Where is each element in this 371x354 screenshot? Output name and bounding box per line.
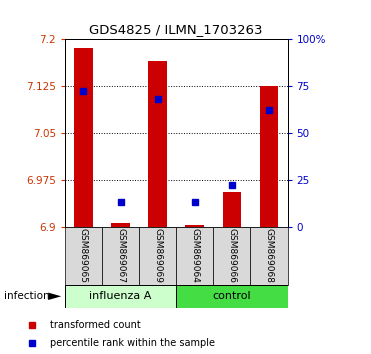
Polygon shape [48, 292, 61, 300]
Text: percentile rank within the sample: percentile rank within the sample [50, 338, 215, 348]
Bar [148, 61, 167, 227]
Bar [74, 48, 93, 227]
Text: transformed count: transformed count [50, 320, 141, 330]
Bar [176, 285, 288, 308]
Bar [186, 225, 204, 227]
Title: GDS4825 / ILMN_1703263: GDS4825 / ILMN_1703263 [89, 23, 263, 36]
Bar [102, 227, 139, 285]
Bar [223, 192, 241, 227]
Text: infection: infection [4, 291, 49, 301]
Text: GSM869064: GSM869064 [190, 228, 199, 283]
Text: influenza A: influenza A [89, 291, 152, 302]
Bar [139, 227, 176, 285]
Bar [65, 285, 176, 308]
Text: GSM869066: GSM869066 [227, 228, 236, 283]
Text: GSM869065: GSM869065 [79, 228, 88, 283]
Text: GSM869068: GSM869068 [265, 228, 273, 283]
Bar [260, 86, 278, 227]
Text: GSM869069: GSM869069 [153, 228, 162, 283]
Bar [111, 223, 130, 227]
Bar [65, 227, 102, 285]
Text: control: control [213, 291, 251, 302]
Text: GSM869067: GSM869067 [116, 228, 125, 283]
Bar [213, 227, 250, 285]
Bar [176, 227, 213, 285]
Bar [250, 227, 288, 285]
